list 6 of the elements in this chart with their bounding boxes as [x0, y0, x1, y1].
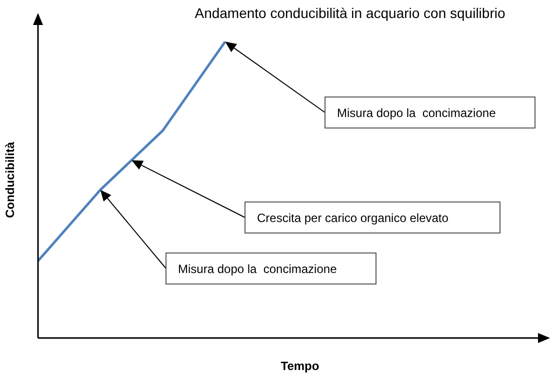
text: Misura dopo la concimazione — [337, 106, 496, 120]
y-axis-title: Conducibilità — [3, 142, 17, 218]
annotation: Misura dopo la concimazione — [178, 262, 338, 276]
text: Andamento conducibilità in acquario con squilibrio — [194, 5, 506, 21]
text: Crescita per carico organico elevato — [257, 211, 449, 225]
x-axis-title: Tempo — [280, 359, 320, 373]
